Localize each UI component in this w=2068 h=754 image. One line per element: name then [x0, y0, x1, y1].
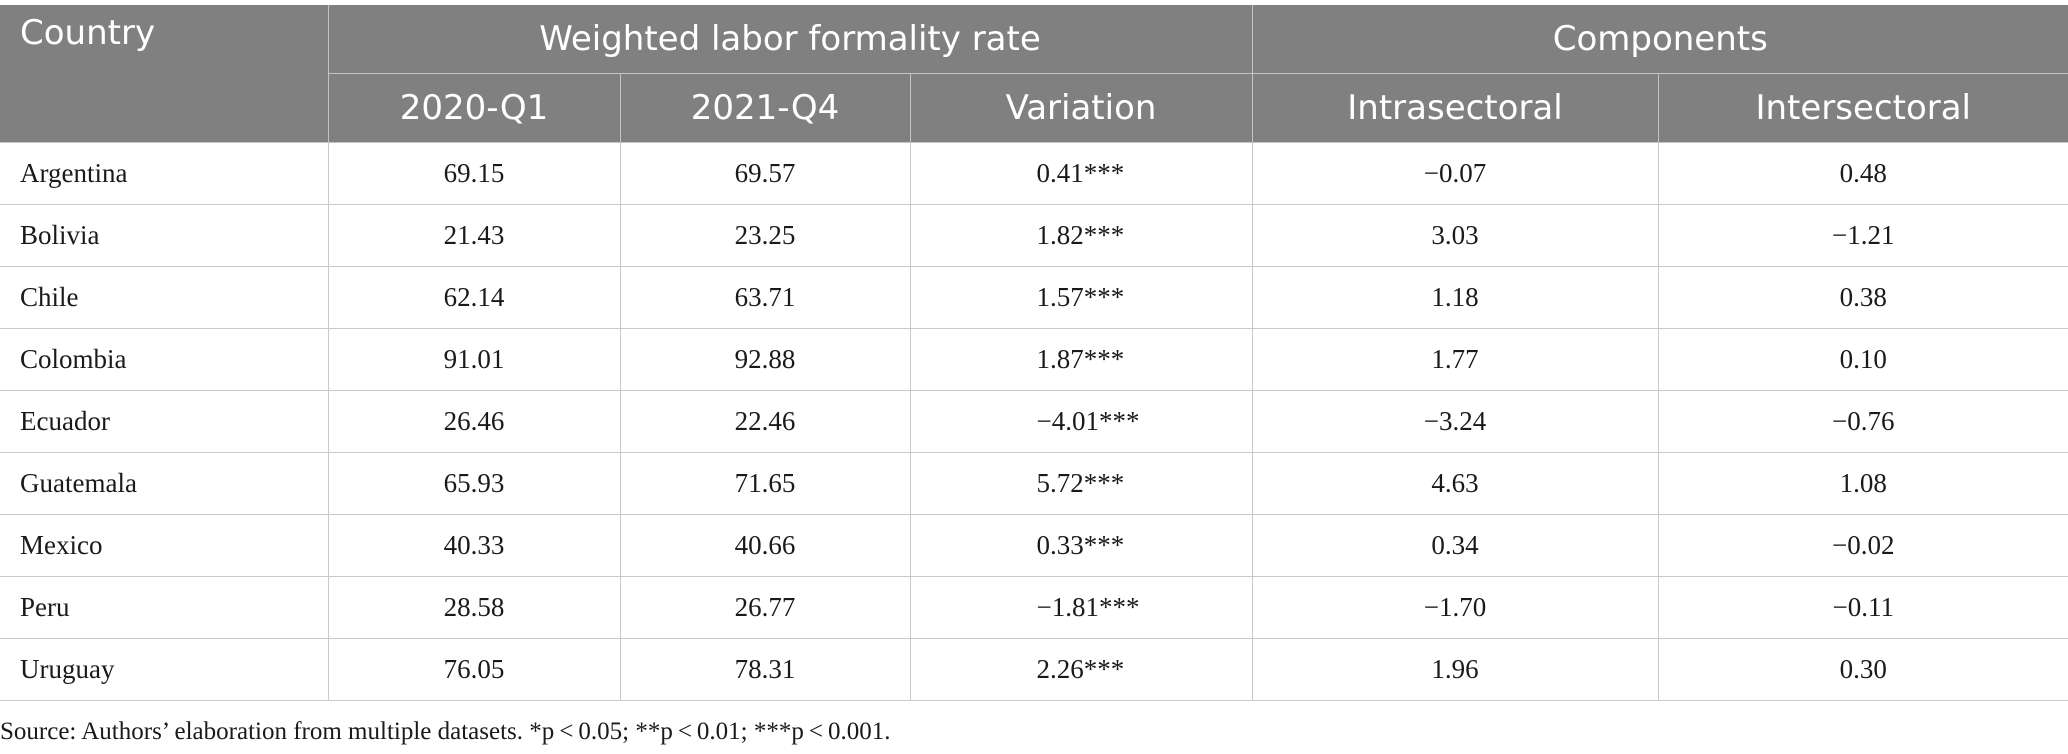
value-2021q4-cell: 71.65 [620, 452, 911, 515]
intersectoral-cell: −0.02 [1658, 514, 2068, 577]
col-header-2021q4: 2021-Q4 [620, 73, 911, 143]
variation-cell: 0.41*** [910, 142, 1253, 205]
variation-cell: 5.72*** [910, 452, 1253, 515]
table-row: Bolivia 21.43 23.25 1.82*** 3.03 −1.21 [0, 204, 2068, 267]
intrasectoral-cell: −1.70 [1252, 576, 1659, 639]
country-cell: Mexico [0, 514, 329, 577]
intersectoral-cell: −0.11 [1658, 576, 2068, 639]
value-2021q4-cell: 78.31 [620, 638, 911, 701]
table-row: Mexico 40.33 40.66 0.33*** 0.34 −0.02 [0, 514, 2068, 577]
intrasectoral-cell: 0.34 [1252, 514, 1659, 577]
value-2020q1-cell: 28.58 [328, 576, 621, 639]
table-row: Argentina 69.15 69.57 0.41*** −0.07 0.48 [0, 142, 2068, 205]
value-2021q4-cell: 26.77 [620, 576, 911, 639]
country-cell: Ecuador [0, 390, 329, 453]
value-2020q1-cell: 76.05 [328, 638, 621, 701]
table-row: Peru 28.58 26.77 −1.81*** −1.70 −0.11 [0, 576, 2068, 639]
value-2020q1-cell: 69.15 [328, 142, 621, 205]
intersectoral-cell: 0.48 [1658, 142, 2068, 205]
intrasectoral-cell: −0.07 [1252, 142, 1659, 205]
table-row: Colombia 91.01 92.88 1.87*** 1.77 0.10 [0, 328, 2068, 391]
header-row-top: Country Weighted labor formality rate Co… [0, 5, 2068, 143]
value-2021q4-cell: 40.66 [620, 514, 911, 577]
formality-table: Country Weighted labor formality rate Co… [0, 5, 2068, 701]
intersectoral-cell: −0.76 [1658, 390, 2068, 453]
intrasectoral-cell: 1.96 [1252, 638, 1659, 701]
intersectoral-cell: 0.30 [1658, 638, 2068, 701]
variation-cell: 1.57*** [910, 266, 1253, 329]
country-cell: Chile [0, 266, 329, 329]
table-body: Argentina 69.15 69.57 0.41*** −0.07 0.48 Boliv… [0, 142, 2068, 701]
country-cell: Colombia [0, 328, 329, 391]
value-2020q1-cell: 21.43 [328, 204, 621, 267]
variation-cell: 2.26*** [910, 638, 1253, 701]
country-cell: Peru [0, 576, 329, 639]
value-2020q1-cell: 91.01 [328, 328, 621, 391]
table-row: Ecuador 26.46 22.46 −4.01*** −3.24 −0.76 [0, 390, 2068, 453]
value-2020q1-cell: 26.46 [328, 390, 621, 453]
intrasectoral-cell: 1.18 [1252, 266, 1659, 329]
variation-cell: 1.87*** [910, 328, 1253, 391]
country-header: Country [0, 5, 329, 143]
intrasectoral-cell: 1.77 [1252, 328, 1659, 391]
variation-cell: 1.82*** [910, 204, 1253, 267]
table-row: Chile 62.14 63.71 1.57*** 1.18 0.38 [0, 266, 2068, 329]
country-cell: Bolivia [0, 204, 329, 267]
intrasectoral-cell: 4.63 [1252, 452, 1659, 515]
components-header: Components [1252, 5, 2068, 74]
source-footnote: Source: Authors’ elaboration from multip… [0, 718, 891, 745]
country-cell: Uruguay [0, 638, 329, 701]
intrasectoral-cell: 3.03 [1252, 204, 1659, 267]
header-row-sub: 2020-Q1 2021-Q4 Variation Intrasectoral … [0, 73, 2068, 143]
variation-cell: −4.01*** [910, 390, 1253, 453]
value-2020q1-cell: 65.93 [328, 452, 621, 515]
value-2021q4-cell: 69.57 [620, 142, 911, 205]
table-row: Guatemala 65.93 71.65 5.72*** 4.63 1.08 [0, 452, 2068, 515]
value-2020q1-cell: 40.33 [328, 514, 621, 577]
col-header-intersectoral: Intersectoral [1658, 73, 2068, 143]
col-header-intrasectoral: Intrasectoral [1252, 73, 1659, 143]
country-cell: Argentina [0, 142, 329, 205]
value-2020q1-cell: 62.14 [328, 266, 621, 329]
intersectoral-cell: 1.08 [1658, 452, 2068, 515]
intersectoral-cell: 0.38 [1658, 266, 2068, 329]
variation-cell: 0.33*** [910, 514, 1253, 577]
value-2021q4-cell: 23.25 [620, 204, 911, 267]
variation-cell: −1.81*** [910, 576, 1253, 639]
value-2021q4-cell: 92.88 [620, 328, 911, 391]
intersectoral-cell: −1.21 [1658, 204, 2068, 267]
weighted-rate-header: Weighted labor formality rate [328, 5, 1253, 74]
col-header-variation: Variation [910, 73, 1253, 143]
value-2021q4-cell: 22.46 [620, 390, 911, 453]
col-header-2020q1: 2020-Q1 [328, 73, 621, 143]
table-row: Uruguay 76.05 78.31 2.26*** 1.96 0.30 [0, 638, 2068, 701]
country-cell: Guatemala [0, 452, 329, 515]
intersectoral-cell: 0.10 [1658, 328, 2068, 391]
value-2021q4-cell: 63.71 [620, 266, 911, 329]
intrasectoral-cell: −3.24 [1252, 390, 1659, 453]
